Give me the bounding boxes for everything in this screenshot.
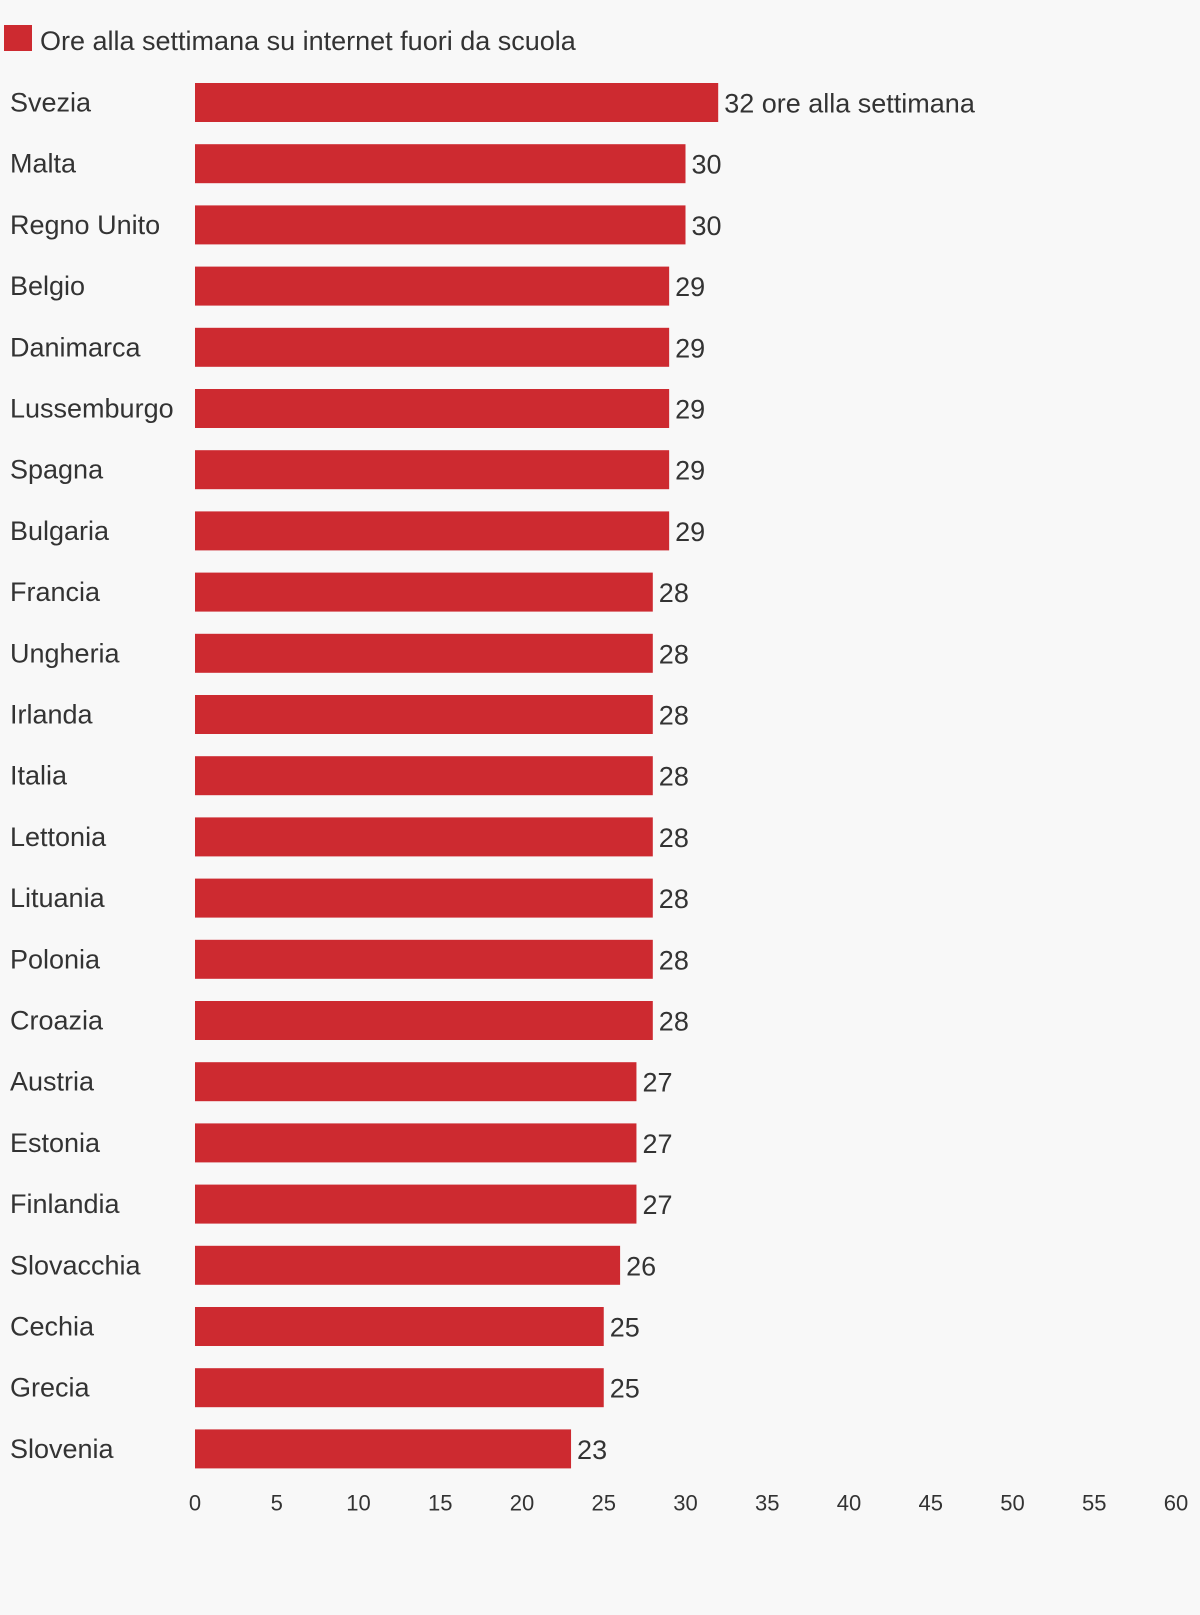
data-label: 28: [659, 945, 689, 975]
category-label: Danimarca: [10, 332, 142, 362]
bar: [195, 1307, 604, 1346]
category-labels: Svezia Malta Regno Unito Belgio Danimarca Lus…: [10, 88, 174, 1464]
category-label: Irlanda: [10, 700, 94, 730]
x-tick-label: 0: [189, 1490, 201, 1515]
category-label: Lettonia: [10, 822, 107, 852]
x-tick-label: 15: [428, 1490, 452, 1515]
category-label: Austria: [10, 1067, 95, 1097]
data-label: 27: [642, 1129, 672, 1159]
data-label: 28: [659, 762, 689, 792]
data-label: 28: [659, 884, 689, 914]
bar: [195, 817, 653, 857]
bar: [195, 633, 653, 673]
bar: [195, 1184, 637, 1224]
category-label: Spagna: [10, 455, 104, 485]
category-label: Slovacchia: [10, 1250, 142, 1280]
data-label: 29: [675, 517, 705, 547]
category-label: Grecia: [10, 1373, 91, 1403]
bar: [195, 266, 670, 306]
category-label: Lituania: [10, 883, 106, 913]
x-tick-label: 25: [592, 1490, 616, 1515]
x-tick-label: 40: [837, 1490, 861, 1515]
data-label: 26: [626, 1251, 656, 1281]
bar: [195, 511, 670, 551]
bar: [195, 205, 686, 245]
legend: Ore alla settimana su internet fuori da …: [4, 25, 577, 56]
bar: [195, 327, 670, 367]
data-label: 28: [659, 701, 689, 731]
bar: [195, 756, 653, 796]
legend-label: Ore alla settimana su internet fuori da …: [40, 26, 577, 56]
data-label: 29: [675, 456, 705, 486]
bar: [195, 389, 670, 428]
x-tick-label: 30: [673, 1490, 697, 1515]
category-label: Estonia: [10, 1128, 101, 1158]
category-label: Regno Unito: [10, 210, 160, 240]
data-label: 28: [659, 639, 689, 669]
x-tick-label: 45: [919, 1490, 943, 1515]
bar: [195, 1001, 653, 1040]
bar: [195, 144, 686, 184]
category-label: Belgio: [10, 271, 85, 301]
bars: [195, 83, 719, 1469]
data-label: 28: [659, 1007, 689, 1037]
bar: [195, 1123, 637, 1163]
category-label: Svezia: [10, 88, 92, 118]
category-label: Bulgaria: [10, 516, 110, 546]
bar: [195, 572, 653, 612]
bar: [195, 83, 719, 122]
x-tick-label: 5: [271, 1490, 283, 1515]
x-tick-label: 35: [755, 1490, 779, 1515]
category-label: Ungheria: [10, 638, 121, 668]
data-label: 29: [675, 272, 705, 302]
data-label: 29: [675, 333, 705, 363]
x-tick-label: 50: [1000, 1490, 1024, 1515]
data-label: 29: [675, 395, 705, 425]
bar: [195, 1062, 637, 1102]
data-label: 27: [642, 1190, 672, 1220]
bar: [195, 1368, 604, 1408]
data-label: 23: [577, 1435, 607, 1465]
bar: [195, 450, 670, 490]
bar: [195, 695, 653, 734]
category-label: Italia: [10, 761, 68, 791]
category-label: Lussemburgo: [10, 394, 174, 424]
category-label: Slovenia: [10, 1434, 115, 1464]
data-label: 27: [642, 1068, 672, 1098]
x-tick-label: 10: [346, 1490, 370, 1515]
category-label: Finlandia: [10, 1189, 121, 1219]
data-label: 28: [659, 578, 689, 608]
data-label: 28: [659, 823, 689, 853]
category-label: Polonia: [10, 944, 101, 974]
category-label: Cechia: [10, 1312, 95, 1342]
data-label: 25: [610, 1313, 640, 1343]
x-tick-label: 60: [1164, 1490, 1188, 1515]
legend-swatch: [4, 25, 32, 51]
data-label: 30: [692, 150, 722, 180]
data-labels: 32 ore alla settimana 30 30 29 29 29 29 29 28 28 2…: [577, 89, 976, 1465]
bar: [195, 878, 653, 918]
x-tick-label: 20: [510, 1490, 534, 1515]
bar: [195, 1429, 572, 1469]
x-axis: 0 5 10 15 20 25 30 35 40 45 50 55 60: [189, 1490, 1188, 1515]
data-label: 25: [610, 1374, 640, 1404]
data-label: 30: [692, 211, 722, 241]
bar: [195, 939, 653, 979]
bar: [195, 1245, 621, 1285]
x-tick-label: 55: [1082, 1490, 1106, 1515]
category-label: Malta: [10, 149, 77, 179]
data-label: 32 ore alla settimana: [724, 89, 976, 119]
category-label: Francia: [10, 577, 101, 607]
category-label: Croazia: [10, 1006, 104, 1036]
